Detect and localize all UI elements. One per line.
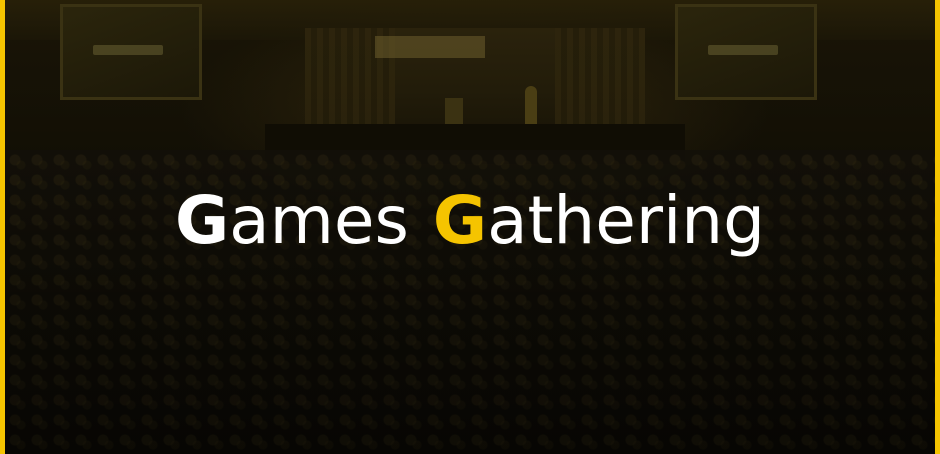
title-word1-initial: G xyxy=(174,182,230,259)
stage xyxy=(305,28,645,132)
banner-title: Games Gathering xyxy=(5,176,935,266)
dark-overlay xyxy=(5,150,935,454)
screen-glow xyxy=(93,45,163,55)
title-word1-rest: ames xyxy=(229,182,409,259)
lectern xyxy=(445,98,463,132)
title-word2-rest: athering xyxy=(487,182,766,259)
audience-crowd xyxy=(5,150,935,454)
curtain-right xyxy=(555,28,645,132)
projection-screen-left xyxy=(60,4,202,100)
projection-screen-right xyxy=(675,4,817,100)
stage-banner xyxy=(375,36,485,58)
screen-glow xyxy=(708,45,778,55)
title-word2-initial: G xyxy=(432,182,488,259)
speaker-figure xyxy=(525,86,537,132)
